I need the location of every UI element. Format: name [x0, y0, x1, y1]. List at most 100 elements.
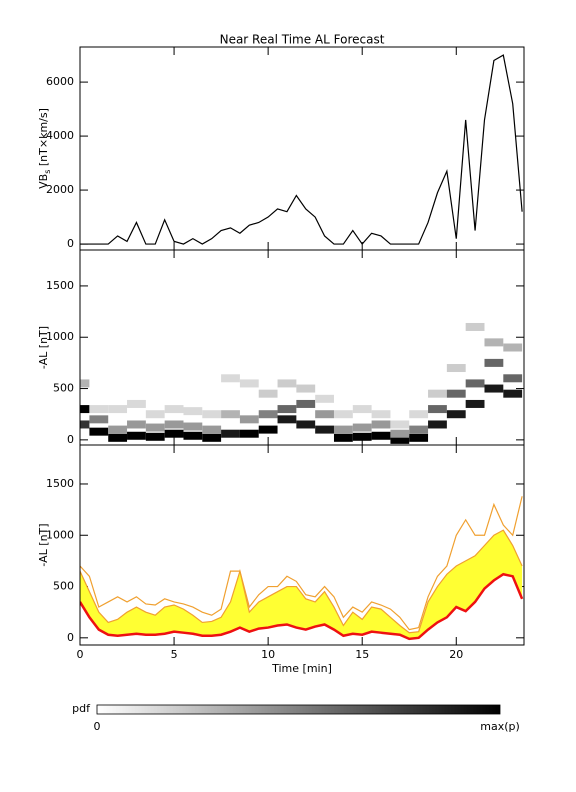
density-cell: [333, 433, 353, 442]
density-cell: [145, 432, 165, 441]
density-cell: [409, 433, 429, 442]
density-cell: [315, 394, 334, 403]
density-cell: [465, 399, 485, 408]
colorbar: [96, 704, 501, 715]
y-tick-label: 1500: [46, 279, 74, 292]
density-cell: [221, 410, 240, 419]
density-cell: [371, 420, 391, 429]
density-cell: [484, 384, 504, 393]
y-tick-label: 500: [53, 382, 74, 395]
panel-frame: [79, 444, 525, 646]
density-cell: [80, 420, 90, 429]
density-cell: [202, 433, 222, 442]
y-label-main: VB: [37, 174, 50, 189]
x-tick-label: 15: [355, 648, 369, 661]
panel: -AL [nT] 0 500 1000 1500: [37, 249, 525, 446]
y-label-main: -AL [nT]: [37, 523, 50, 566]
y-tick-label: 4000: [46, 129, 74, 142]
density-cell: [108, 425, 128, 434]
density-cell: [296, 399, 316, 408]
density-cell: [127, 399, 146, 408]
x-tick-label: 0: [77, 648, 84, 661]
colorbar-min: 0: [94, 720, 101, 733]
band-area: [80, 530, 523, 639]
density-cell: [352, 432, 372, 441]
density-cell: [277, 379, 297, 388]
density-cell: [333, 425, 353, 434]
density-cell: [183, 407, 203, 416]
density-cell: [352, 405, 372, 414]
density-cell: [89, 427, 109, 436]
data-line: [80, 529, 523, 634]
density-cell: [277, 415, 297, 424]
y-tick-label: 1000: [46, 330, 74, 343]
y-tick-label: 6000: [46, 75, 74, 88]
y-label-main: -AL [nT]: [37, 326, 50, 369]
density-cell: [503, 374, 523, 383]
density-cell: [202, 425, 222, 434]
density-cell: [202, 410, 222, 419]
colorbar-max: max(p): [480, 720, 520, 733]
density-cell: [183, 431, 203, 440]
data-line: [80, 54, 523, 246]
density-cell: [258, 389, 278, 398]
density-cell: [164, 420, 184, 429]
density-cell: [258, 425, 278, 434]
x-tick-label: 5: [171, 648, 178, 661]
density-cell: [127, 431, 146, 440]
density-cell: [277, 405, 297, 414]
density-cell: [80, 405, 90, 414]
panel: VBs [nT×km/s] 0 2000 4000 6000: [37, 46, 525, 251]
density-cell: [89, 415, 109, 424]
density-cell: [333, 410, 353, 419]
density-cell: [390, 420, 410, 429]
y-tick-label: 500: [53, 580, 74, 593]
density-cell: [390, 429, 410, 438]
y-axis-label: -AL [nT]: [37, 523, 50, 566]
plot-area: [80, 54, 523, 246]
density-cell: [145, 423, 165, 432]
density-cell: [221, 429, 240, 438]
x-axis-label: Time [min]: [271, 662, 332, 675]
y-axis-label: VBs [nT×km/s]: [37, 108, 52, 189]
density-cell: [296, 384, 316, 393]
density-cell: [108, 405, 128, 414]
colorbar-label: pdf: [72, 702, 91, 715]
plot-area: [80, 322, 523, 444]
y-tick-label: 0: [67, 631, 74, 644]
y-tick-label: 1000: [46, 528, 74, 541]
density-cell: [183, 422, 203, 431]
x-tick-label: 20: [449, 648, 463, 661]
density-cell: [446, 364, 466, 373]
density-cell: [428, 389, 447, 398]
density-cell: [315, 425, 334, 434]
density-cell: [371, 431, 391, 440]
density-cell: [89, 405, 109, 414]
x-tick-label: 10: [261, 648, 275, 661]
density-cell: [221, 374, 240, 383]
density-cell: [465, 322, 485, 331]
density-cell: [239, 429, 259, 438]
density-cell: [503, 389, 523, 398]
density-cell: [145, 410, 165, 419]
data-line: [80, 496, 523, 631]
density-cell: [108, 433, 128, 442]
panel: -AL [nT] 0 500 1000 1500 0 5 10 15 20 Time [min]: [37, 444, 525, 675]
density-cell: [484, 358, 504, 367]
density-cell: [446, 389, 466, 398]
density-cell: [390, 435, 410, 444]
y-tick-label: 0: [67, 237, 74, 250]
density-cell: [164, 405, 184, 414]
y-tick-label: 1500: [46, 477, 74, 490]
density-cell: [465, 379, 485, 388]
y-tick-label: 0: [67, 433, 74, 446]
density-cell: [239, 415, 259, 424]
density-cell: [164, 429, 184, 438]
density-cell: [428, 405, 447, 414]
density-cell: [80, 379, 90, 388]
y-label-rest: [nT×km/s]: [37, 108, 50, 170]
chart-title: Near Real Time AL Forecast: [220, 33, 385, 47]
density-cell: [315, 410, 334, 419]
density-cell: [409, 425, 429, 434]
